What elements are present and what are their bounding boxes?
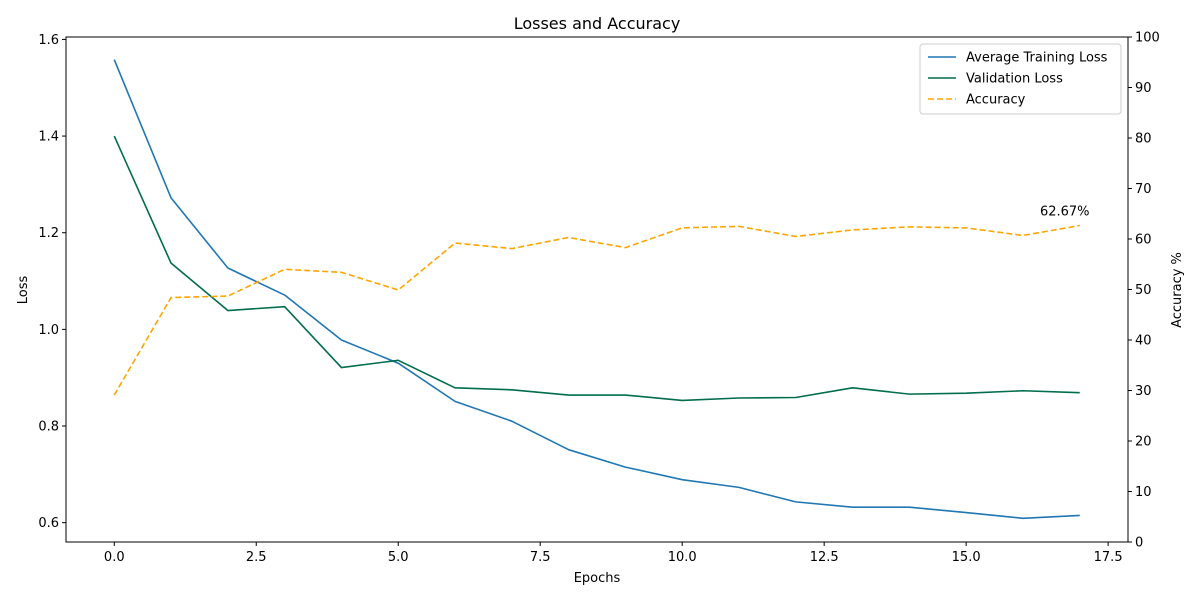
- x-tick-label: 17.5: [1094, 550, 1123, 565]
- legend-label-average-training-loss: Average Training Loss: [966, 51, 1108, 66]
- legend: Average Training Loss Validation Loss Accu…: [919, 43, 1122, 115]
- legend-box: [919, 43, 1122, 115]
- y2-tick-label: 30: [1135, 384, 1152, 399]
- x-tick-label: 0.0: [104, 550, 125, 565]
- x-axis-label: Epochs: [574, 571, 621, 586]
- legend-label-accuracy: Accuracy: [966, 93, 1026, 108]
- legend-label-validation-loss: Validation Loss: [966, 72, 1063, 87]
- x-tick-label: 15.0: [952, 550, 981, 565]
- y2-tick-label: 20: [1135, 435, 1152, 450]
- x-tick-label: 7.5: [530, 550, 551, 565]
- y2-axis-label: Accuracy %: [1170, 252, 1185, 328]
- y-tick-label: 1.6: [38, 33, 59, 48]
- y2-tick-label: 90: [1135, 81, 1152, 96]
- y2-tick-label: 80: [1135, 132, 1152, 147]
- y-tick-label: 1.0: [38, 323, 59, 338]
- x-tick-label: 12.5: [810, 550, 839, 565]
- y2-tick-label: 50: [1135, 283, 1152, 298]
- x-tick-label: 10.0: [668, 550, 697, 565]
- y-tick-label: 1.2: [38, 226, 59, 241]
- y-tick-label: 0.6: [38, 516, 59, 531]
- y2-tick-label: 10: [1135, 485, 1152, 500]
- y-tick-label: 1.4: [38, 130, 59, 145]
- y-tick-label: 0.8: [38, 420, 59, 435]
- chart-title: Losses and Accuracy: [514, 14, 681, 33]
- x-tick-label: 5.0: [388, 550, 409, 565]
- y2-tick-label: 60: [1135, 233, 1152, 248]
- y2-tick-label: 0: [1135, 536, 1143, 551]
- y2-tick-label: 70: [1135, 182, 1152, 197]
- accuracy-annotation: 62.67%: [1040, 205, 1090, 220]
- y2-tick-label: 100: [1135, 31, 1160, 46]
- y-axis-label: Loss: [16, 276, 31, 305]
- validation-loss-line: [113, 135, 1080, 402]
- y2-tick-label: 40: [1135, 334, 1152, 349]
- average-training-loss-line: [113, 59, 1080, 520]
- accuracy-line: [113, 224, 1080, 396]
- x-tick-label: 2.5: [246, 550, 267, 565]
